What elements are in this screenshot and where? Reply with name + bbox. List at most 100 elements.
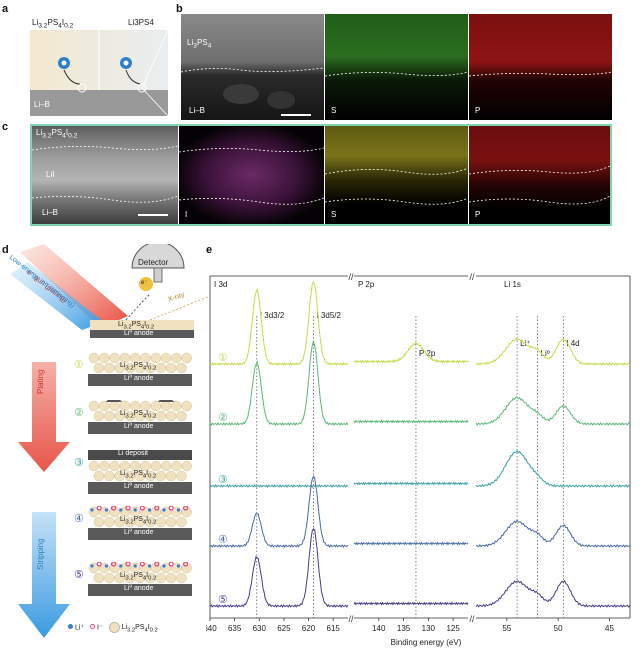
- x-tick-label: 620: [302, 624, 316, 633]
- x-tick-label: 130: [422, 624, 436, 633]
- li-ion-icon: [68, 624, 73, 630]
- spectrum-line: [353, 481, 469, 486]
- spectrum-number: ④: [218, 534, 228, 546]
- stage-number: ⑤: [74, 569, 84, 581]
- panel-a-right-label: Li3PS4: [128, 18, 154, 27]
- top-layer-label: Li3.2PS4I0.2: [118, 321, 155, 331]
- panel-c-sem-top-label: Li3.2PS4I0.2: [36, 128, 78, 140]
- axis-break: //: [469, 272, 475, 282]
- panel-a-bottom-label: Li–B: [34, 100, 51, 109]
- stage-electrolyte-label: Li3.2PS4I0.2: [120, 470, 157, 480]
- x-axis-label: Binding energy (eV): [391, 638, 462, 647]
- xps-spectra-svg: I 3d P 2p Li 1s 640 635 630 625 620 615 140 135 130…: [203, 272, 631, 647]
- panel-a-schematic: Li3.2PS4I0.2 Li3PS4 Li–B: [30, 18, 169, 117]
- stage-electrolyte-label: Li3.2PS4I0.2: [120, 572, 157, 582]
- peak-label: Liº: [541, 349, 550, 358]
- panel-b-s-map-label: S: [331, 106, 337, 115]
- spectrum-number: ②: [218, 412, 228, 424]
- panel-letter-b: b: [176, 3, 183, 15]
- spectrum-line: [475, 449, 631, 488]
- li-deposit-label: Li deposit: [118, 450, 148, 457]
- spectrum-line: [475, 396, 631, 426]
- peak-label: I 3d5/2: [317, 311, 342, 320]
- stage-2: Li3.2PS4I0.2 Liº anode: [88, 397, 192, 444]
- i-ion-icon: [90, 624, 96, 630]
- stripping-label: Stripping: [36, 538, 45, 570]
- panel-b-sem-image: Li3PS4 Li–B: [181, 14, 324, 120]
- spectrum-line: [353, 541, 469, 546]
- stage-electrolyte-label: Li3.2PS4I0.2: [120, 516, 157, 526]
- spectrum-line: [353, 601, 469, 606]
- panel-b-p-map-label: P: [475, 106, 481, 115]
- stage-anode-label: Liº anode: [124, 483, 154, 490]
- panel-c-p-map-label: P: [475, 210, 481, 219]
- spectrum-line: [353, 419, 469, 424]
- x-tick-label: 135: [397, 624, 411, 633]
- spectrum-line: [209, 484, 349, 488]
- detector-label: Detector: [138, 258, 169, 267]
- x-tick-label: 50: [554, 624, 563, 633]
- stage-anode-label: Liº anode: [124, 585, 154, 592]
- x-tick-label: 140: [372, 624, 386, 633]
- axis-break: //: [348, 272, 354, 282]
- spectrum-number: ③: [218, 474, 228, 486]
- stage-anode-label: Liº anode: [124, 529, 154, 536]
- axis-break: //: [348, 614, 354, 624]
- panel-d-schematic: Detector e⁻ gun (plating) Low-energy ion…: [0, 241, 211, 644]
- panel-b-sem-top-label: Li3PS4: [187, 38, 212, 50]
- spectrum-line: [475, 519, 631, 548]
- x-tick-label: 630: [253, 624, 267, 633]
- xps-chart: I 3d P 2p Li 1s 640 635 630 625 620 615 140 135 130…: [203, 256, 638, 648]
- stage-5: Li3.2PS4I0.2 Liº anode: [88, 561, 192, 606]
- panel-c-i-map-label: I: [185, 210, 188, 219]
- stage-number: ①: [74, 359, 84, 371]
- region-label: P 2p: [358, 280, 375, 289]
- stage-anode-label: Liº anode: [124, 375, 154, 382]
- panel-c-sem-image: Li3.2PS4I0.2 LiI Li–B: [32, 126, 178, 224]
- stage-anode-label: Liº anode: [124, 423, 154, 430]
- panel-c-sem-mid-label: LiI: [46, 170, 55, 179]
- lpsi-particle-icon: [108, 622, 120, 633]
- peak-label: I 3d3/2: [260, 311, 285, 320]
- stage-electrolyte-label: Li3.2PS4I0.2: [120, 362, 157, 372]
- spectrum-line: [475, 579, 631, 608]
- panel-b-s-map: S: [325, 14, 468, 120]
- axis-break: //: [469, 614, 475, 624]
- stage-number: ②: [74, 407, 84, 419]
- panel-c-sem-bottom-label: Li–B: [42, 208, 59, 217]
- spectrum-line: [209, 528, 349, 608]
- spectrum-line: [209, 339, 349, 426]
- panel-letter-e: e: [206, 244, 213, 256]
- x-tick-label: 55: [502, 624, 511, 633]
- panel-c-s-map-label: S: [331, 210, 337, 219]
- x-tick-label: 625: [277, 624, 291, 633]
- plating-label: Plating: [36, 369, 45, 394]
- panel-b-sem-bottom-label: Li–B: [189, 106, 206, 115]
- peak-label: P 2p: [419, 349, 436, 358]
- panel-a-left-label: Li3.2PS4I0.2: [32, 18, 74, 30]
- legend-i: I⁻: [97, 624, 103, 632]
- panel-b-p-map: P: [469, 14, 612, 120]
- panel-letter-d: d: [2, 244, 9, 256]
- scale-bar: [138, 214, 168, 216]
- panel-c-i-map: I: [179, 126, 324, 224]
- x-tick-label: 635: [228, 624, 242, 633]
- x-tick-label: 640: [206, 624, 217, 633]
- panel-c-frame: [30, 124, 612, 226]
- top-anode-label: Liº anode: [124, 330, 154, 337]
- legend-li: Li⁺: [74, 624, 85, 632]
- x-tick-label: 45: [605, 624, 614, 633]
- region-label: I 3d: [214, 280, 227, 289]
- stage-electrolyte-label: Li3.2PS4I0.2: [120, 410, 157, 420]
- legend: Li⁺ I⁻ Li3.2PS4I0.2: [68, 622, 208, 636]
- spectrum-line: [475, 337, 631, 366]
- x-tick-label: 125: [446, 624, 460, 633]
- scale-bar: [281, 114, 311, 116]
- peak-label: I 4d: [566, 339, 579, 348]
- spectrum-number: ①: [218, 352, 228, 364]
- legend-lpsi: Li3.2PS4I0.2: [121, 624, 158, 634]
- panel-c-s-map: S: [325, 126, 468, 224]
- panel-letter-c: c: [2, 121, 9, 133]
- stage-1: Li3.2PS4I0.2 Liº anode: [88, 352, 192, 396]
- stage-3: Li deposit Li3.2PS4I0.2 Liº anode: [88, 450, 192, 494]
